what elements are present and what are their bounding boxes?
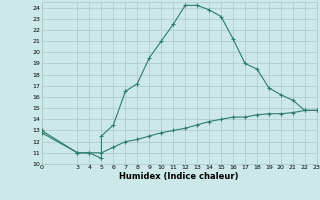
X-axis label: Humidex (Indice chaleur): Humidex (Indice chaleur) bbox=[119, 172, 239, 181]
